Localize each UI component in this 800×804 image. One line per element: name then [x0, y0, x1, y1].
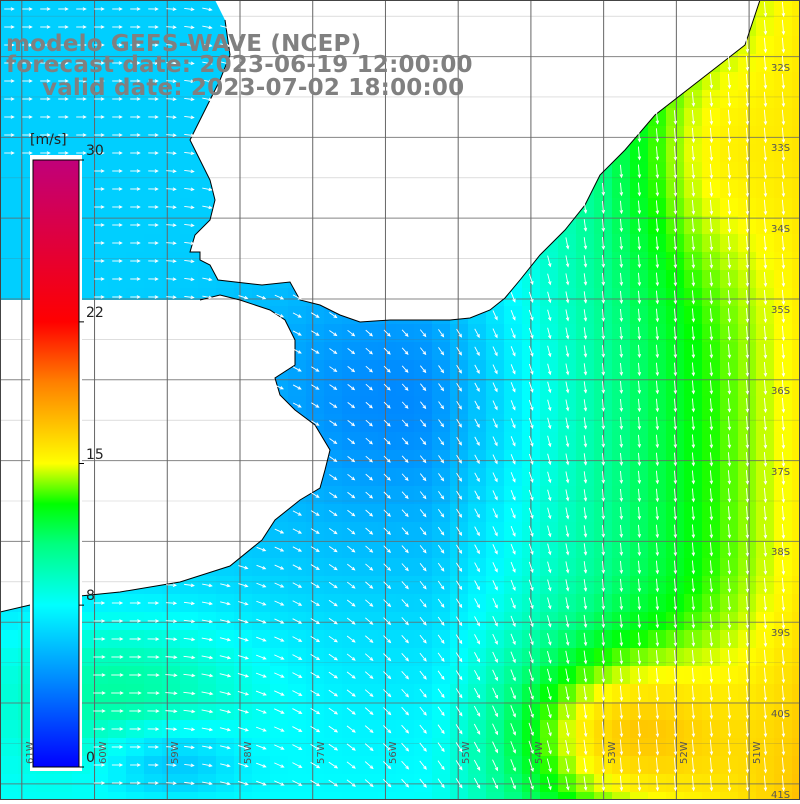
longitude-label: 55W: [461, 741, 472, 764]
latitude-label: 32S: [771, 63, 790, 74]
longitude-label: 52W: [679, 741, 690, 764]
colorbar-tick-label: 30: [86, 143, 104, 159]
longitude-label: 59W: [170, 741, 181, 764]
longitude-label: 61W: [25, 741, 36, 764]
valid-date: valid date: 2023-07-02 18:00:00: [42, 76, 464, 100]
longitude-label: 60W: [98, 741, 109, 764]
colorbar-tick-label: 0: [86, 750, 95, 766]
latitude-label: 41S: [771, 790, 790, 801]
colorbar-tick-label: 15: [86, 447, 104, 463]
longitude-label: 53W: [607, 741, 618, 764]
latitude-label: 38S: [771, 547, 790, 558]
longitude-label: 58W: [243, 741, 254, 764]
latitude-label: 36S: [771, 386, 790, 397]
longitude-label: 54W: [534, 741, 545, 764]
latitude-label: 37S: [771, 467, 790, 478]
latitude-label: 33S: [771, 143, 790, 154]
colorbar-tick-label: 8: [86, 588, 95, 604]
forecast-date: forecast date: 2023-06-19 12:00:00: [6, 53, 473, 77]
latitude-label: 34S: [771, 224, 790, 235]
latitude-label: 35S: [771, 305, 790, 316]
longitude-label: 57W: [316, 741, 327, 764]
latitude-label: 40S: [771, 709, 790, 720]
colorbar: [33, 160, 79, 767]
latitude-label: 39S: [771, 628, 790, 639]
colorbar-tick-label: 22: [86, 305, 104, 321]
longitude-label: 51W: [752, 741, 763, 764]
longitude-label: 56W: [388, 741, 399, 764]
colorbar-unit: [m/s]: [30, 132, 67, 148]
